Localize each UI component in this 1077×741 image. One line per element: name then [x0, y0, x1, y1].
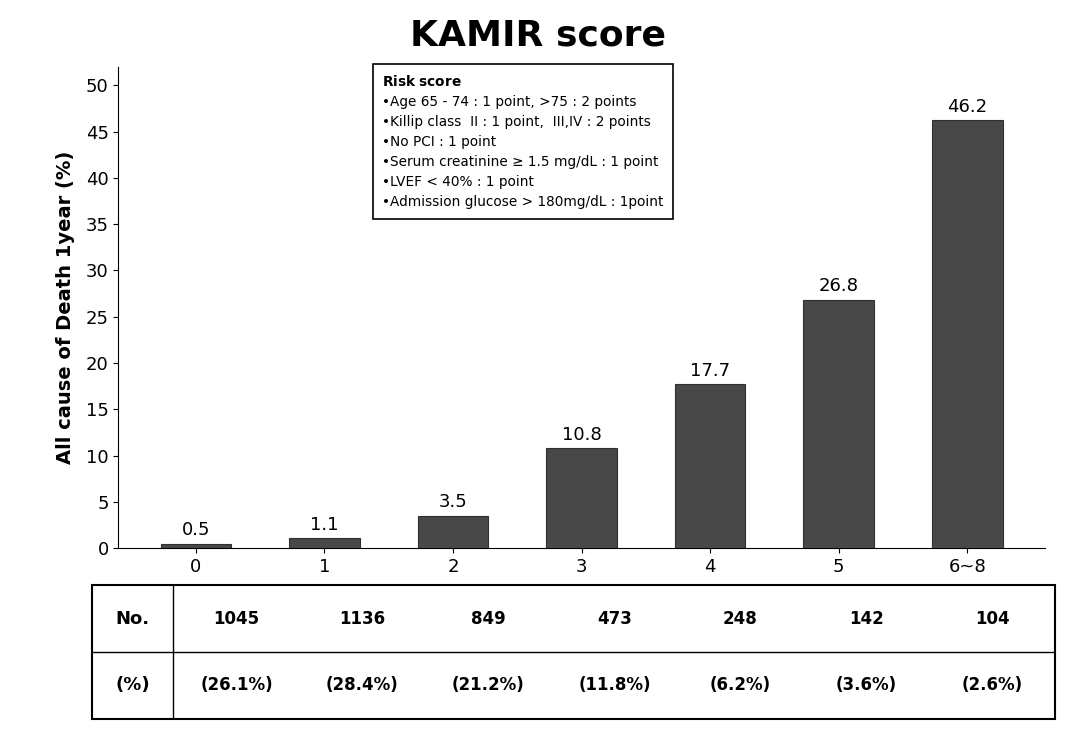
Bar: [418, 516, 488, 548]
Text: 46.2: 46.2: [947, 98, 988, 116]
Bar: [546, 448, 617, 548]
Text: No.: No.: [115, 610, 150, 628]
Text: (26.1%): (26.1%): [200, 677, 272, 694]
Text: 849: 849: [471, 610, 506, 628]
Text: 17.7: 17.7: [690, 362, 730, 379]
Y-axis label: All cause of Death 1year (%): All cause of Death 1year (%): [56, 151, 74, 464]
Text: (2.6%): (2.6%): [962, 677, 1023, 694]
Bar: [289, 538, 360, 548]
Text: 104: 104: [975, 610, 1010, 628]
Text: 142: 142: [849, 610, 884, 628]
Text: (%): (%): [115, 677, 150, 694]
Bar: [160, 544, 232, 548]
Text: (6.2%): (6.2%): [710, 677, 771, 694]
Text: 10.8: 10.8: [562, 425, 601, 444]
Bar: [803, 300, 875, 548]
Bar: [675, 385, 745, 548]
Text: (3.6%): (3.6%): [836, 677, 897, 694]
Text: 473: 473: [597, 610, 632, 628]
Text: 1045: 1045: [213, 610, 260, 628]
Text: 0.5: 0.5: [182, 521, 210, 539]
Text: (21.2%): (21.2%): [452, 677, 524, 694]
Bar: [932, 120, 1003, 548]
Text: 26.8: 26.8: [819, 277, 858, 296]
Text: $\bf{Risk\ score}$
•Age 65 - 74 : 1 point, >75 : 2 points
•Killip class  II : 1 : $\bf{Risk\ score}$ •Age 65 - 74 : 1 poin…: [382, 74, 663, 209]
Text: 1136: 1136: [339, 610, 386, 628]
Text: (28.4%): (28.4%): [326, 677, 398, 694]
Text: (11.8%): (11.8%): [578, 677, 651, 694]
Text: 3.5: 3.5: [438, 494, 467, 511]
Text: 1.1: 1.1: [310, 516, 339, 534]
X-axis label: No. of Risk Scores: No. of Risk Scores: [482, 587, 681, 606]
Text: 248: 248: [723, 610, 758, 628]
Text: KAMIR score: KAMIR score: [410, 19, 667, 53]
